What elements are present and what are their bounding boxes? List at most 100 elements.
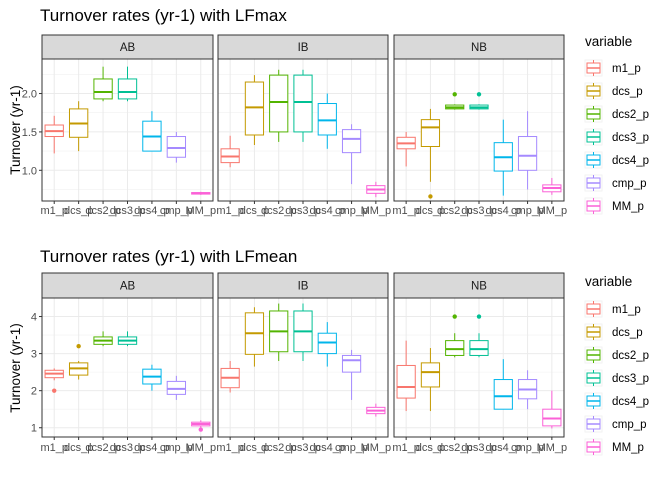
box-dcs3_p	[293, 303, 313, 362]
x-tick-label: dcs4_p	[310, 205, 345, 217]
legend-key-dcs2_p: dcs2_p	[584, 105, 649, 123]
box-outlier	[452, 314, 457, 319]
x-tick-label: MM_p	[537, 205, 568, 217]
box-outlier	[52, 388, 57, 393]
box-MM_p	[542, 177, 562, 195]
y-tick-label: 2.0	[22, 89, 37, 101]
x-tick-label: dcs4_p	[310, 442, 345, 454]
box-dcs_p	[420, 108, 441, 199]
legend-label: dcs2_p	[612, 350, 649, 362]
x-tick-label: dcs2_p	[85, 205, 120, 217]
legend-key-m1_p: m1_p	[584, 300, 641, 318]
box-dcs2_p	[269, 69, 289, 142]
box-outlier	[476, 92, 482, 97]
chart-1: Turnover rates (yr-1) with LFmax Turnover…	[8, 6, 649, 217]
x-tick-label: dcs2_p	[85, 442, 120, 454]
box-m1_p	[220, 361, 240, 393]
facet-strip	[393, 272, 565, 299]
y-tick-label: 1.0	[22, 165, 37, 177]
box-body	[420, 362, 441, 388]
box-cmp_p	[166, 131, 187, 163]
legend-title: variable	[585, 34, 632, 49]
grid-lines	[42, 59, 213, 201]
box-MM_p	[191, 420, 211, 432]
x-tick-label: MM_p	[186, 205, 217, 217]
y-axis-title: Turnover (yr-1)	[8, 85, 23, 175]
legend-key-dcs_p: dcs_p	[584, 82, 643, 100]
x-tick-label: cmp_p	[160, 205, 193, 217]
box-dcs4_p	[142, 364, 162, 391]
x-tick-label: dcs4_p	[134, 205, 169, 217]
legend-label: cmp_p	[612, 419, 647, 431]
legend-key-MM_p: MM_p	[584, 438, 644, 456]
legend-label: dcs_p	[612, 327, 643, 339]
legend-key-dcs3_p: dcs3_p	[584, 128, 649, 146]
legend-key-MM_p: MM_p	[584, 197, 644, 215]
x-tick-label: dcs_p	[64, 205, 93, 217]
facet-strip-label: NB	[471, 281, 487, 293]
chart-title: Turnover rates (yr-1) with LFmax	[40, 6, 287, 25]
x-tick-label: dcs_p	[240, 442, 269, 454]
y-tick-label: 1.5	[22, 127, 37, 139]
box-body	[117, 78, 138, 100]
facet-strip-label: AB	[120, 281, 136, 293]
y-tick-label: 4	[31, 312, 37, 324]
x-tick-label: dcs3_p	[110, 442, 145, 454]
y-tick-label: 3	[31, 349, 37, 361]
x-tick-label: m1_p	[40, 442, 68, 454]
box-outlier	[452, 92, 457, 97]
facet-strip	[41, 272, 214, 299]
box-body	[493, 379, 513, 410]
legend-label: dcs4_p	[612, 396, 649, 408]
x-tick-label: dcs4_p	[134, 442, 169, 454]
legend-label: dcs4_p	[612, 155, 649, 167]
box-body	[93, 78, 113, 100]
box-m1_p	[396, 131, 416, 167]
facet-strip-label: IB	[298, 42, 309, 54]
x-tick-label: m1_p	[392, 442, 420, 454]
legend-label: dcs3_p	[612, 373, 649, 385]
box-m1_p	[44, 368, 64, 393]
box-outlier	[428, 194, 433, 199]
box-body	[341, 129, 362, 154]
x-tick-label: dcs_p	[240, 205, 269, 217]
box-dcs3_p	[117, 66, 138, 102]
box-dcs4_p	[493, 359, 513, 410]
box-body	[166, 136, 187, 158]
chart-2: Turnover rates (yr-1) with LFmean Turnove…	[8, 247, 649, 456]
legend-key-m1_p: m1_p	[584, 59, 641, 77]
box-m1_p	[396, 340, 416, 412]
box-body	[469, 340, 489, 356]
box-MM_p	[542, 390, 562, 429]
legend-key-dcs4_p: dcs4_p	[584, 392, 649, 410]
x-tick-label: dcs_p	[416, 442, 445, 454]
legend-label: dcs_p	[612, 86, 643, 98]
x-tick-label: cmp_p	[511, 442, 544, 454]
x-tick-label: dcs3_p	[285, 205, 320, 217]
box-MM_p	[191, 191, 211, 195]
box-MM_p	[366, 181, 386, 198]
x-tick-label: cmp_p	[335, 442, 368, 454]
box-dcs2_p	[269, 303, 289, 362]
x-tick-label: MM_p	[361, 205, 392, 217]
box-dcs_p	[68, 343, 89, 380]
box-dcs2_p	[445, 92, 465, 110]
box-cmp_p	[517, 370, 538, 410]
legend-key-dcs_p: dcs_p	[584, 323, 643, 341]
x-tick-label: dcs3_p	[461, 442, 496, 454]
box-MM_p	[366, 403, 386, 417]
box-body	[420, 119, 441, 148]
x-tick-label: dcs3_p	[461, 205, 496, 217]
box-m1_p	[220, 135, 240, 168]
x-tick-label: cmp_p	[511, 205, 544, 217]
box-dcs4_p	[317, 93, 337, 149]
box-dcs2_p	[93, 331, 113, 347]
x-tick-label: dcs2_p	[261, 442, 296, 454]
box-outlier	[198, 427, 203, 432]
legend-key-cmp_p: cmp_p	[584, 174, 647, 192]
